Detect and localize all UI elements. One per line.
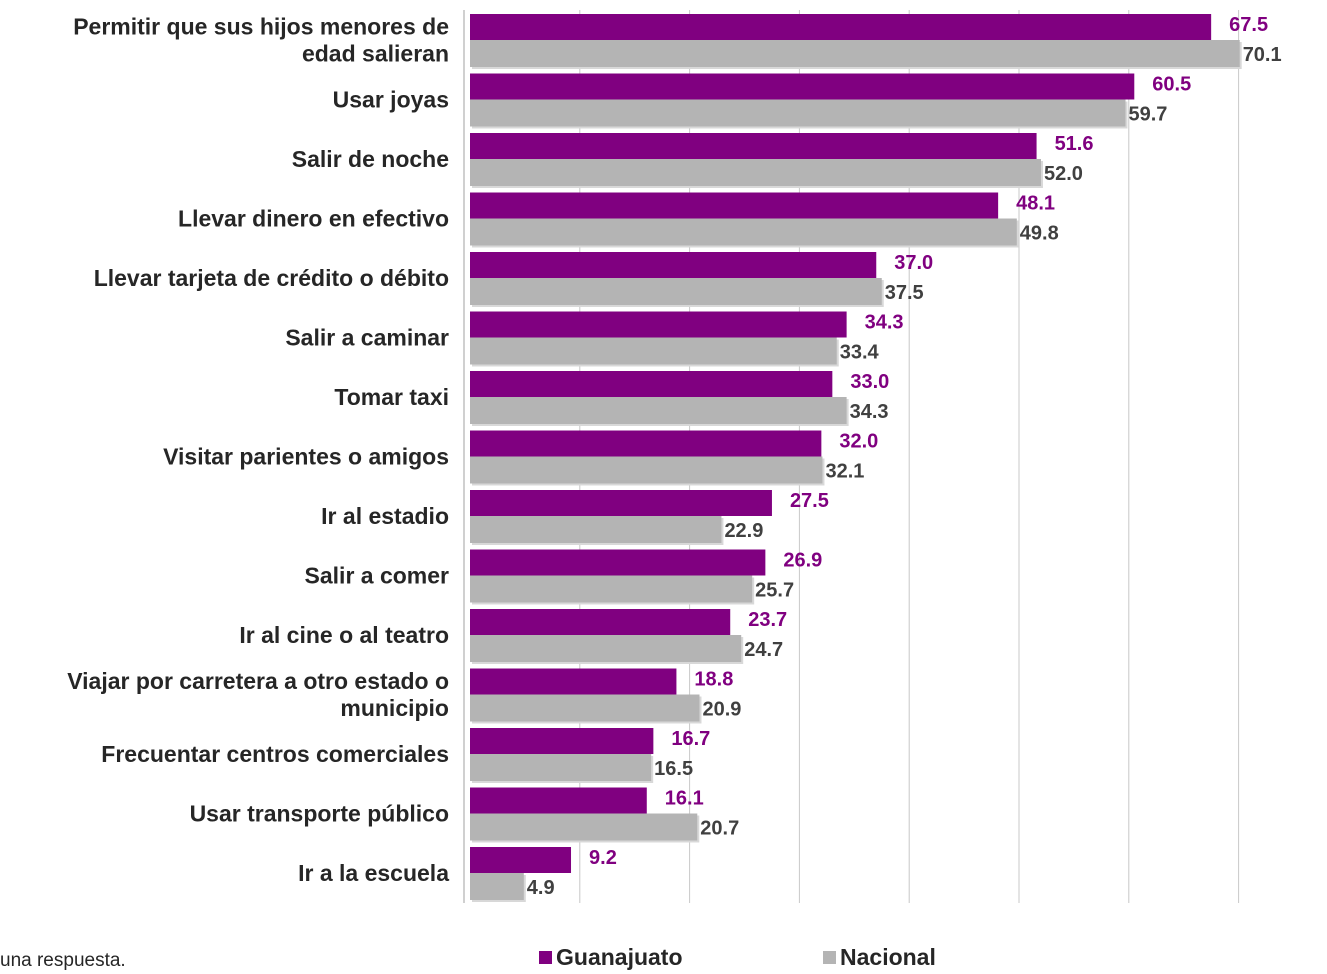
legend-label-nacional: Nacional (840, 944, 936, 970)
value-label-nacional: 49.8 (1020, 223, 1059, 245)
value-label-nacional: 25.7 (755, 580, 794, 602)
value-label-nacional: 37.5 (885, 282, 924, 304)
bar-guanajuato (470, 430, 822, 457)
bar-guanajuato (470, 252, 877, 278)
bar-guanajuato (470, 609, 731, 635)
bar-nacional (470, 159, 1041, 186)
bar-guanajuato (470, 14, 1212, 40)
category-label: Ir a la escuela (298, 860, 449, 886)
value-label-guanajuato: 33.0 (850, 371, 889, 393)
value-label-guanajuato: 26.9 (783, 550, 822, 572)
bar-guanajuato (470, 311, 847, 338)
value-label-guanajuato: 27.5 (790, 490, 829, 512)
bar-nacional (470, 456, 823, 484)
legend-item-guanajuato: Guanajuato (539, 944, 683, 971)
value-label-guanajuato: 16.1 (665, 788, 704, 810)
category-label: Salir a caminar (285, 324, 449, 350)
value-label-nacional: 59.7 (1129, 104, 1168, 126)
bar-guanajuato (470, 847, 572, 873)
bar-guanajuato (470, 549, 766, 576)
value-label-guanajuato: 60.5 (1152, 74, 1191, 96)
value-label-nacional: 16.5 (654, 758, 693, 780)
value-label-nacional: 4.9 (527, 877, 555, 899)
value-label-guanajuato: 67.5 (1229, 14, 1268, 36)
bar-nacional (470, 278, 882, 305)
bar-guanajuato (470, 490, 772, 516)
category-label: Tomar taxi (334, 384, 449, 410)
bar-nacional (470, 754, 652, 781)
legend-item-nacional: Nacional (823, 944, 936, 971)
bar-nacional (470, 575, 753, 603)
value-label-nacional: 70.1 (1243, 44, 1282, 66)
category-label: Salir de noche (292, 146, 449, 172)
bar-nacional (470, 99, 1126, 127)
category-label: Viajar por carretera a otro estado o muni… (67, 668, 449, 721)
value-label-guanajuato: 37.0 (894, 252, 933, 274)
value-label-nacional: 33.4 (840, 342, 880, 364)
value-label-nacional: 52.0 (1044, 163, 1083, 185)
value-label-guanajuato: 16.7 (671, 728, 710, 750)
bar-nacional (470, 337, 837, 365)
value-label-guanajuato: 32.0 (839, 431, 878, 453)
value-label-guanajuato: 18.8 (694, 669, 733, 691)
category-label: Usar joyas (333, 86, 449, 112)
bar-guanajuato (470, 787, 647, 814)
category-label: Frecuentar centros comerciales (101, 741, 449, 767)
category-label: Salir a comer (305, 562, 450, 588)
legend-swatch-guanajuato (539, 951, 552, 964)
footnote: una respuesta. (0, 950, 126, 971)
legend-swatch-nacional (823, 951, 836, 964)
bar-guanajuato (470, 73, 1135, 100)
value-label-nacional: 32.1 (825, 461, 864, 483)
bar-guanajuato (470, 133, 1037, 159)
bar-nacional (470, 218, 1017, 246)
category-label: Usar transporte público (190, 800, 449, 826)
bar-nacional (470, 873, 524, 900)
bar-nacional (470, 635, 742, 662)
bar-nacional (470, 40, 1240, 67)
bar-chart: Permitir que sus hijos menores de edad sa… (67, 10, 1282, 903)
category-label: Ir al cine o al teatro (239, 622, 449, 648)
category-label: Llevar tarjeta de crédito o débito (94, 265, 449, 291)
category-label: Permitir que sus hijos menores de edad sa… (73, 13, 449, 66)
legend-label-guanajuato: Guanajuato (556, 944, 683, 970)
value-label-guanajuato: 48.1 (1016, 193, 1055, 215)
category-label: Llevar dinero en efectivo (178, 205, 449, 231)
value-label-guanajuato: 51.6 (1055, 133, 1094, 155)
bar-guanajuato (470, 192, 999, 219)
bar-nacional (470, 813, 698, 841)
category-label: Visitar parientes o amigos (163, 443, 449, 469)
value-label-nacional: 22.9 (724, 520, 763, 542)
value-label-nacional: 24.7 (744, 639, 783, 661)
category-label: Ir al estadio (321, 503, 449, 529)
value-label-nacional: 20.9 (702, 699, 741, 721)
value-label-guanajuato: 9.2 (589, 847, 617, 869)
value-label-guanajuato: 23.7 (748, 609, 787, 631)
bar-nacional (470, 516, 722, 543)
bar-guanajuato (470, 371, 833, 397)
bar-guanajuato (470, 668, 677, 695)
value-label-nacional: 34.3 (850, 401, 889, 423)
value-label-guanajuato: 34.3 (865, 312, 904, 334)
value-label-nacional: 20.7 (700, 818, 739, 840)
bar-guanajuato (470, 728, 654, 754)
bar-nacional (470, 694, 700, 722)
bar-nacional (470, 397, 847, 424)
